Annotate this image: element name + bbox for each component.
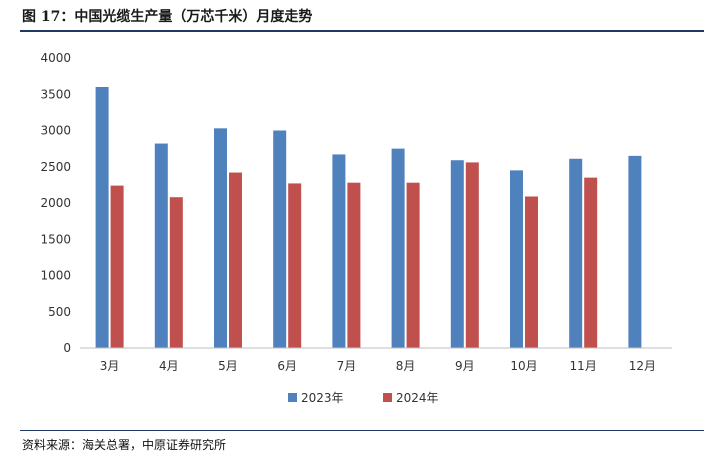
bar-2024年 (229, 172, 242, 348)
x-tick-label: 8月 (396, 359, 416, 373)
bar-2024年 (169, 197, 183, 348)
y-tick-label: 500 (48, 305, 71, 319)
bar-2024年 (288, 183, 302, 348)
bar-2023年 (154, 143, 168, 348)
y-tick-label: 2500 (40, 160, 71, 174)
bar-2023年 (95, 87, 109, 348)
legend-label: 2024年 (396, 391, 439, 405)
legend-swatch (288, 393, 297, 402)
x-tick-label: 7月 (337, 359, 357, 373)
x-axis: 3月 4月 5月 6月 7月 8月 9月 10月 11月 12月 (80, 347, 672, 373)
bar-2023年 (273, 130, 287, 348)
chart-title: 图 17：中国光缆生产量（万芯千米）月度走势 (22, 9, 313, 25)
bar-2024年 (110, 185, 124, 348)
bar-2023年 (391, 148, 405, 348)
y-tick-label: 0 (63, 341, 71, 355)
bar-2024年 (525, 196, 538, 348)
bar-2023年 (450, 160, 464, 348)
bar-2024年 (406, 182, 420, 348)
y-axis: 0 500 1000 1500 2000 2500 3000 3500 4000 (40, 51, 71, 355)
source-note: 资料来源：海关总署，中原证券研究所 (22, 438, 227, 452)
x-tick-label: 6月 (277, 359, 297, 373)
y-tick-label: 1500 (40, 232, 71, 246)
legend: 2023年 2024年 (288, 391, 439, 405)
bar-2023年 (510, 170, 523, 348)
x-tick-label: 11月 (570, 359, 597, 373)
bar-2024年 (584, 177, 598, 348)
bar-2024年 (465, 162, 479, 348)
x-tick-label: 5月 (218, 359, 238, 373)
y-tick-label: 4000 (40, 51, 71, 65)
bar-2023年 (628, 155, 642, 348)
bar-2023年 (569, 158, 583, 348)
x-tick-label: 9月 (455, 359, 475, 373)
bar-2024年 (347, 182, 361, 348)
legend-swatch (383, 393, 392, 402)
y-tick-label: 2000 (40, 196, 71, 210)
y-tick-label: 3000 (40, 124, 71, 138)
bars (95, 87, 642, 348)
legend-label: 2023年 (301, 391, 344, 405)
x-tick-label: 4月 (159, 359, 179, 373)
title-divider (20, 30, 704, 32)
y-tick-label: 3500 (40, 87, 71, 101)
y-tick-label: 1000 (40, 269, 71, 283)
x-tick-label: 10月 (510, 359, 537, 373)
bar-2023年 (332, 154, 346, 348)
x-tick-label: 12月 (629, 359, 656, 373)
footer-divider (20, 430, 704, 431)
x-tick-label: 3月 (100, 359, 120, 373)
bar-2023年 (214, 128, 227, 348)
